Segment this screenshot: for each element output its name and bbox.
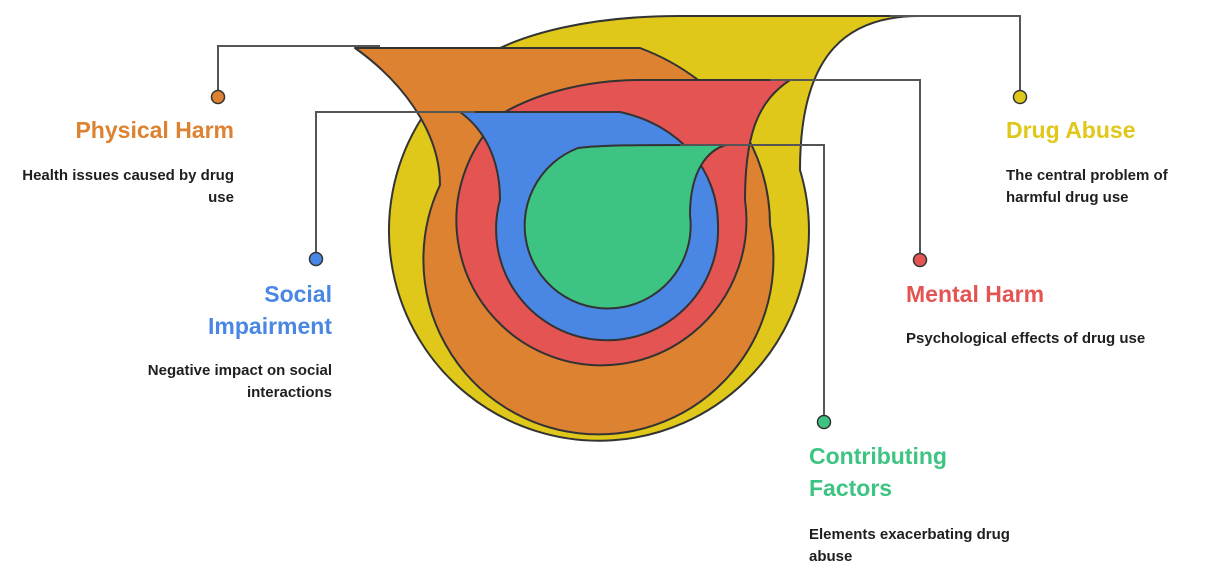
mental-harm-description: Psychological effects of drug use <box>906 330 1146 347</box>
drug-abuse-description: The central problem of harmful drug use <box>1006 167 1168 206</box>
mental-harm-dot <box>912 252 928 268</box>
social-impairment-connector <box>315 111 475 259</box>
drug-abuse-title: Drug Abuse <box>1006 117 1136 143</box>
drug-abuse-connector <box>890 15 1021 97</box>
contributing-factors-connector <box>680 144 825 422</box>
social-impairment-dot <box>308 251 324 267</box>
physical-harm-description: Health issues caused by drug use <box>22 167 234 206</box>
contributing-factors-dot <box>816 414 832 430</box>
physical-harm-title: Physical Harm <box>75 117 234 143</box>
social-impairment-description: Negative impact on social interactions <box>147 362 332 401</box>
social-impairment-title: Social Impairment <box>208 281 332 339</box>
contributing-factors-layer <box>523 144 727 310</box>
physical-harm-connector <box>217 45 380 97</box>
contributing-factors-title: Contributing Factors <box>809 443 947 501</box>
contributing-factors-description: Elements exacerbating drug abuse <box>809 526 1010 565</box>
mental-harm-connector <box>770 79 921 260</box>
drug-abuse-dot <box>1012 89 1028 105</box>
physical-harm-dot <box>210 89 226 105</box>
mental-harm-title: Mental Harm <box>906 281 1045 307</box>
